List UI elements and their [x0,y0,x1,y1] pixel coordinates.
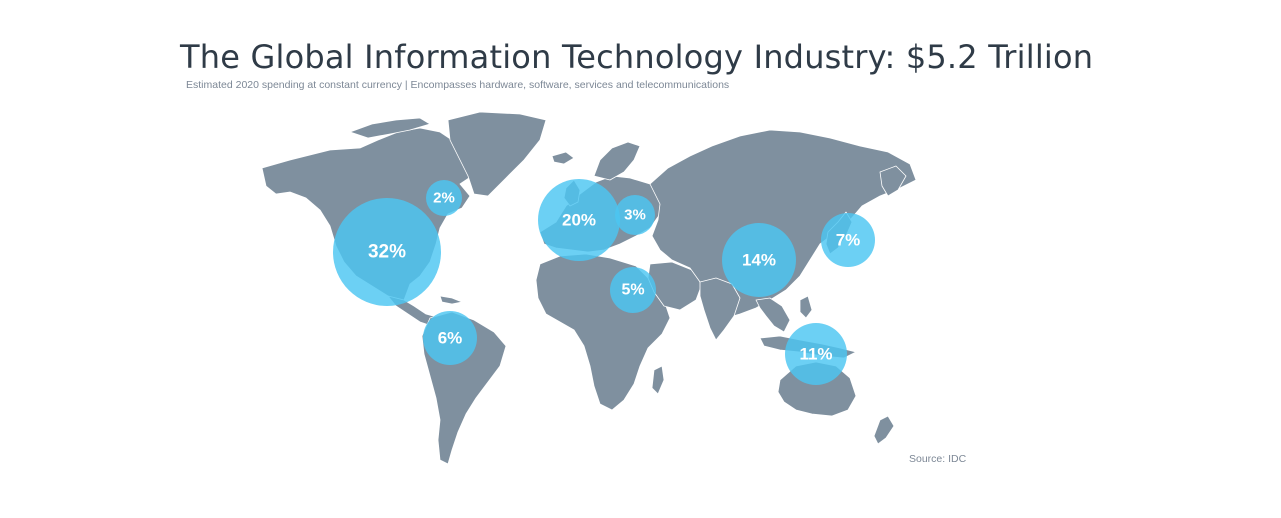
bubble-canada: 2% [426,180,462,216]
bubble-central-eastern-europe: 3% [615,195,655,235]
caribbean-islands [439,295,463,305]
bubble-label-middle-east-africa: 5% [621,282,644,299]
bubble-circle-western-europe [538,179,620,261]
philippines [799,295,813,319]
chart-subtitle: Estimated 2020 spending at constant curr… [186,79,730,91]
bubble-circle-japan [821,213,875,267]
bubble-china: 14% [722,223,796,297]
iceland [551,151,575,165]
bubble-label-china: 14% [742,251,776,270]
bubble-circle-middle-east-africa [610,267,656,313]
bubble-label-western-europe: 20% [562,211,596,230]
bubble-label-asia-pacific: 11% [799,345,832,364]
bubble-circle-north-america [333,198,441,306]
bubble-label-canada: 2% [433,190,455,207]
bubble-label-north-america: 32% [368,242,406,263]
new-zealand [873,415,895,445]
bubble-circle-latin-america [423,311,477,365]
scandinavia-landmass [593,141,641,181]
madagascar [651,365,665,395]
kamchatka [879,165,907,197]
bubble-label-japan: 7% [836,231,861,250]
bubble-latin-america: 6% [423,311,477,365]
bubble-japan: 7% [821,213,875,267]
southeast-asia-landmass [755,297,791,333]
chart-title: The Global Information Technology Indust… [180,38,1094,76]
bubble-circle-central-eastern-europe [615,195,655,235]
source-note: Source: IDC [909,453,967,465]
bubble-western-europe: 20% [538,179,620,261]
bubble-label-central-eastern-europe: 3% [624,207,646,224]
bubble-middle-east-africa: 5% [610,267,656,313]
spending-bubbles: 32% 2% 6% 20% 3% 5% 14% 7% [333,179,875,385]
bubble-circle-asia-pacific [785,323,847,385]
bubble-label-latin-america: 6% [438,329,463,348]
bubble-asia-pacific: 11% [785,323,847,385]
bubble-north-america: 32% [333,198,441,306]
greenland-landmass [447,111,547,197]
arctic-islands [349,117,431,139]
bubble-circle-canada [426,180,462,216]
asia-landmass [649,129,917,319]
bubble-circle-china [722,223,796,297]
indian-subcontinent [699,277,741,341]
